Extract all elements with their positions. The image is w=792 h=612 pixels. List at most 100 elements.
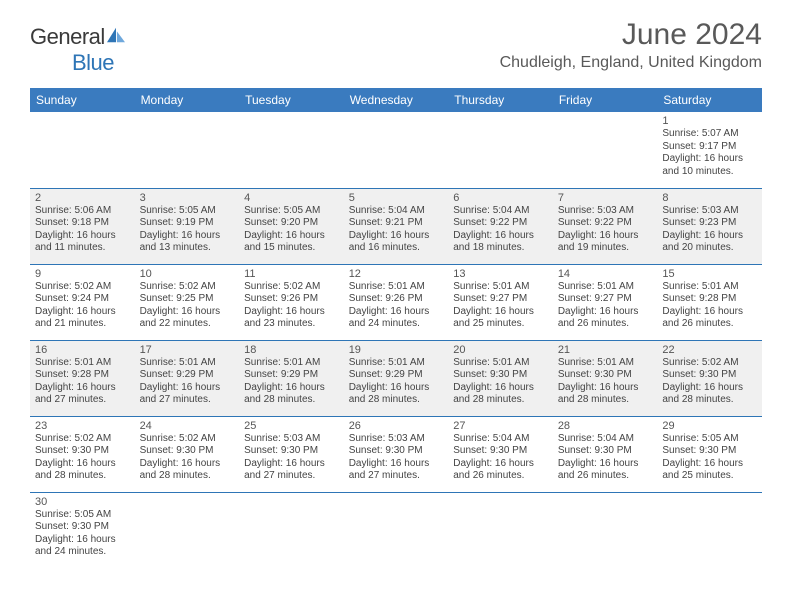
- day-number: 25: [244, 420, 339, 432]
- month-title: June 2024: [500, 18, 762, 52]
- day-cell: 20Sunrise: 5:01 AMSunset: 9:30 PMDayligh…: [448, 340, 553, 416]
- day-cell: 12Sunrise: 5:01 AMSunset: 9:26 PMDayligh…: [344, 264, 449, 340]
- day-info: Sunrise: 5:03 AMSunset: 9:30 PMDaylight:…: [244, 433, 339, 483]
- day-cell: [553, 492, 658, 568]
- day-info: Sunrise: 5:04 AMSunset: 9:22 PMDaylight:…: [453, 205, 548, 255]
- day-number: 5: [349, 192, 444, 204]
- header: GeneralBlue June 2024 Chudleigh, England…: [30, 18, 762, 76]
- day-info: Sunrise: 5:04 AMSunset: 9:30 PMDaylight:…: [558, 433, 653, 483]
- weekday-sunday: Sunday: [30, 88, 135, 112]
- day-number: 21: [558, 344, 653, 356]
- day-info: Sunrise: 5:03 AMSunset: 9:30 PMDaylight:…: [349, 433, 444, 483]
- day-cell: [448, 112, 553, 188]
- day-number: 26: [349, 420, 444, 432]
- day-info: Sunrise: 5:05 AMSunset: 9:20 PMDaylight:…: [244, 205, 339, 255]
- day-info: Sunrise: 5:03 AMSunset: 9:22 PMDaylight:…: [558, 205, 653, 255]
- day-number: 20: [453, 344, 548, 356]
- logo-text: GeneralBlue: [30, 24, 127, 76]
- day-info: Sunrise: 5:01 AMSunset: 9:27 PMDaylight:…: [558, 281, 653, 331]
- day-info: Sunrise: 5:02 AMSunset: 9:30 PMDaylight:…: [662, 357, 757, 407]
- day-info: Sunrise: 5:01 AMSunset: 9:29 PMDaylight:…: [244, 357, 339, 407]
- day-cell: 6Sunrise: 5:04 AMSunset: 9:22 PMDaylight…: [448, 188, 553, 264]
- day-cell: 1Sunrise: 5:07 AMSunset: 9:17 PMDaylight…: [657, 112, 762, 188]
- day-cell: [30, 112, 135, 188]
- day-info: Sunrise: 5:01 AMSunset: 9:28 PMDaylight:…: [662, 281, 757, 331]
- logo-word-1: General: [30, 24, 105, 49]
- day-cell: 5Sunrise: 5:04 AMSunset: 9:21 PMDaylight…: [344, 188, 449, 264]
- weekday-thursday: Thursday: [448, 88, 553, 112]
- day-number: 8: [662, 192, 757, 204]
- day-cell: 29Sunrise: 5:05 AMSunset: 9:30 PMDayligh…: [657, 416, 762, 492]
- day-number: 9: [35, 268, 130, 280]
- day-cell: 10Sunrise: 5:02 AMSunset: 9:25 PMDayligh…: [135, 264, 240, 340]
- day-cell: 28Sunrise: 5:04 AMSunset: 9:30 PMDayligh…: [553, 416, 658, 492]
- logo-word-2: Blue: [72, 50, 114, 75]
- week-row: 9Sunrise: 5:02 AMSunset: 9:24 PMDaylight…: [30, 264, 762, 340]
- day-info: Sunrise: 5:01 AMSunset: 9:30 PMDaylight:…: [453, 357, 548, 407]
- day-number: 2: [35, 192, 130, 204]
- day-info: Sunrise: 5:05 AMSunset: 9:19 PMDaylight:…: [140, 205, 235, 255]
- day-cell: [239, 492, 344, 568]
- day-cell: 18Sunrise: 5:01 AMSunset: 9:29 PMDayligh…: [239, 340, 344, 416]
- day-number: 3: [140, 192, 235, 204]
- day-info: Sunrise: 5:07 AMSunset: 9:17 PMDaylight:…: [662, 128, 757, 178]
- day-cell: 30Sunrise: 5:05 AMSunset: 9:30 PMDayligh…: [30, 492, 135, 568]
- day-cell: 19Sunrise: 5:01 AMSunset: 9:29 PMDayligh…: [344, 340, 449, 416]
- day-cell: 13Sunrise: 5:01 AMSunset: 9:27 PMDayligh…: [448, 264, 553, 340]
- week-row: 2Sunrise: 5:06 AMSunset: 9:18 PMDaylight…: [30, 188, 762, 264]
- day-cell: [344, 492, 449, 568]
- weekday-wednesday: Wednesday: [344, 88, 449, 112]
- day-cell: 26Sunrise: 5:03 AMSunset: 9:30 PMDayligh…: [344, 416, 449, 492]
- day-cell: 27Sunrise: 5:04 AMSunset: 9:30 PMDayligh…: [448, 416, 553, 492]
- day-info: Sunrise: 5:01 AMSunset: 9:27 PMDaylight:…: [453, 281, 548, 331]
- day-cell: 16Sunrise: 5:01 AMSunset: 9:28 PMDayligh…: [30, 340, 135, 416]
- day-info: Sunrise: 5:04 AMSunset: 9:21 PMDaylight:…: [349, 205, 444, 255]
- day-cell: 7Sunrise: 5:03 AMSunset: 9:22 PMDaylight…: [553, 188, 658, 264]
- day-cell: 15Sunrise: 5:01 AMSunset: 9:28 PMDayligh…: [657, 264, 762, 340]
- day-number: 19: [349, 344, 444, 356]
- day-cell: 2Sunrise: 5:06 AMSunset: 9:18 PMDaylight…: [30, 188, 135, 264]
- day-cell: [135, 492, 240, 568]
- day-cell: 9Sunrise: 5:02 AMSunset: 9:24 PMDaylight…: [30, 264, 135, 340]
- calendar-page: GeneralBlue June 2024 Chudleigh, England…: [0, 0, 792, 586]
- day-number: 4: [244, 192, 339, 204]
- day-cell: [448, 492, 553, 568]
- calendar-table: Sunday Monday Tuesday Wednesday Thursday…: [30, 88, 762, 568]
- day-cell: [135, 112, 240, 188]
- day-number: 27: [453, 420, 548, 432]
- day-number: 10: [140, 268, 235, 280]
- day-number: 15: [662, 268, 757, 280]
- day-number: 7: [558, 192, 653, 204]
- day-info: Sunrise: 5:01 AMSunset: 9:26 PMDaylight:…: [349, 281, 444, 331]
- day-info: Sunrise: 5:03 AMSunset: 9:23 PMDaylight:…: [662, 205, 757, 255]
- day-cell: 14Sunrise: 5:01 AMSunset: 9:27 PMDayligh…: [553, 264, 658, 340]
- day-info: Sunrise: 5:04 AMSunset: 9:30 PMDaylight:…: [453, 433, 548, 483]
- day-info: Sunrise: 5:02 AMSunset: 9:24 PMDaylight:…: [35, 281, 130, 331]
- weekday-friday: Friday: [553, 88, 658, 112]
- day-number: 28: [558, 420, 653, 432]
- day-number: 16: [35, 344, 130, 356]
- day-number: 1: [662, 115, 757, 127]
- day-cell: [239, 112, 344, 188]
- week-row: 16Sunrise: 5:01 AMSunset: 9:28 PMDayligh…: [30, 340, 762, 416]
- day-info: Sunrise: 5:01 AMSunset: 9:29 PMDaylight:…: [140, 357, 235, 407]
- day-cell: [553, 112, 658, 188]
- day-info: Sunrise: 5:02 AMSunset: 9:26 PMDaylight:…: [244, 281, 339, 331]
- day-cell: [344, 112, 449, 188]
- day-cell: 3Sunrise: 5:05 AMSunset: 9:19 PMDaylight…: [135, 188, 240, 264]
- day-info: Sunrise: 5:01 AMSunset: 9:30 PMDaylight:…: [558, 357, 653, 407]
- day-info: Sunrise: 5:05 AMSunset: 9:30 PMDaylight:…: [35, 509, 130, 559]
- day-cell: 17Sunrise: 5:01 AMSunset: 9:29 PMDayligh…: [135, 340, 240, 416]
- location: Chudleigh, England, United Kingdom: [500, 54, 762, 72]
- day-cell: 8Sunrise: 5:03 AMSunset: 9:23 PMDaylight…: [657, 188, 762, 264]
- logo: GeneralBlue: [30, 18, 127, 76]
- day-cell: 25Sunrise: 5:03 AMSunset: 9:30 PMDayligh…: [239, 416, 344, 492]
- day-info: Sunrise: 5:01 AMSunset: 9:28 PMDaylight:…: [35, 357, 130, 407]
- week-row: 30Sunrise: 5:05 AMSunset: 9:30 PMDayligh…: [30, 492, 762, 568]
- weekday-saturday: Saturday: [657, 88, 762, 112]
- day-cell: 22Sunrise: 5:02 AMSunset: 9:30 PMDayligh…: [657, 340, 762, 416]
- day-info: Sunrise: 5:06 AMSunset: 9:18 PMDaylight:…: [35, 205, 130, 255]
- sail-icon: [105, 26, 127, 44]
- day-number: 6: [453, 192, 548, 204]
- day-cell: 24Sunrise: 5:02 AMSunset: 9:30 PMDayligh…: [135, 416, 240, 492]
